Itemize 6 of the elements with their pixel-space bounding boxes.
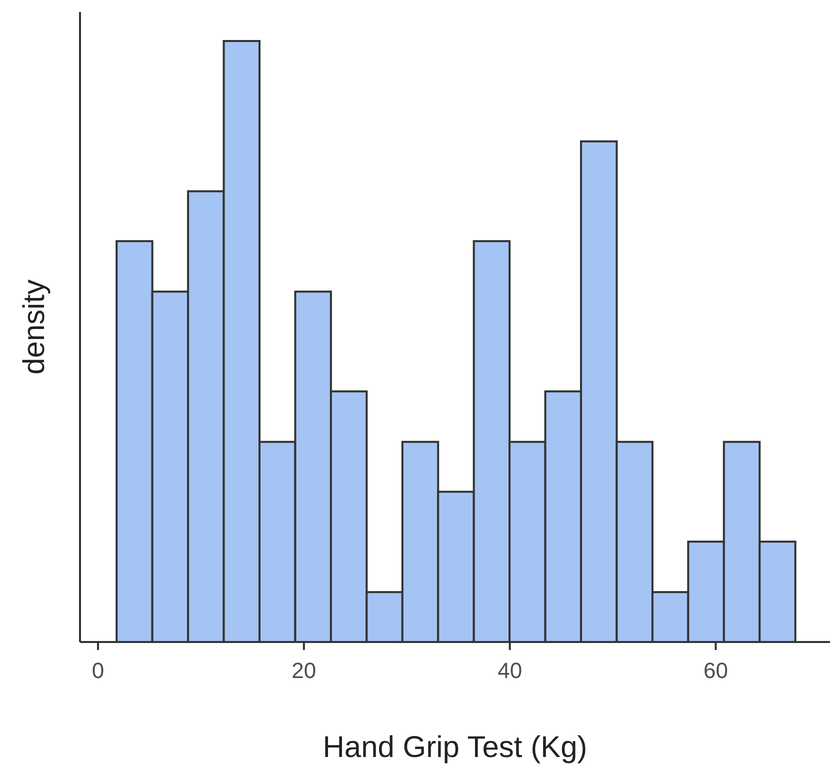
x-tick-label: 40 xyxy=(498,658,522,683)
x-axis-title: Hand Grip Test (Kg) xyxy=(322,731,588,764)
x-tick-label: 0 xyxy=(92,658,104,683)
x-tick-label: 20 xyxy=(292,658,316,683)
x-tick-label: 60 xyxy=(703,658,728,683)
y-axis-title: density xyxy=(18,279,51,375)
